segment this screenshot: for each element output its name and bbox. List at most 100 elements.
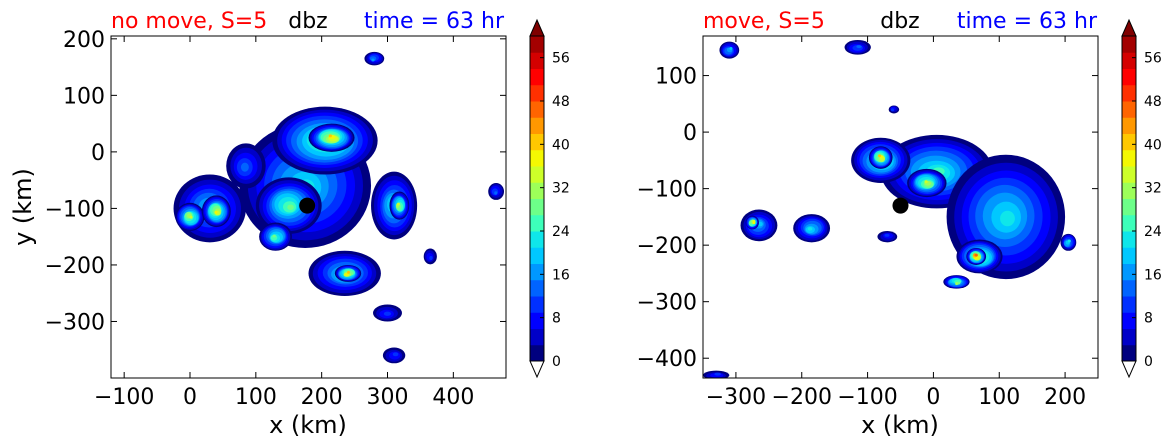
colorbar-swatch	[1122, 149, 1136, 167]
contour-band	[287, 204, 294, 211]
colorbar-swatch	[1122, 312, 1136, 329]
colorbar-swatch	[1122, 328, 1136, 346]
contour-band	[974, 253, 978, 257]
contour-band	[494, 191, 498, 195]
axes-ticks: −100 0 100 200 300 400 −300 −200 −100 0 100 200	[45, 28, 506, 410]
colorbar-swatch	[530, 231, 544, 248]
echo-cell	[389, 191, 410, 220]
contour-band	[371, 58, 375, 62]
contour-band	[807, 227, 813, 231]
echo-cell	[793, 214, 831, 243]
x-tick-label: 0	[926, 385, 940, 410]
colorbar-tick-label: 40	[1144, 137, 1162, 153]
contour-band	[1067, 239, 1071, 243]
contour-band	[189, 215, 193, 219]
plot-area	[703, 39, 1077, 378]
echo-cell	[740, 209, 778, 242]
echo-cell	[175, 202, 205, 232]
panel-move: move, S=5 dbz time = 63 hr −300 −200 −100 0…	[637, 9, 1162, 439]
colorbar-tick-label: 8	[1144, 311, 1153, 327]
colorbar-swatch	[1122, 263, 1136, 281]
colorbar-tick-label: 48	[552, 94, 570, 110]
echo-cell	[488, 182, 505, 200]
x-axis-label: x (km)	[269, 411, 347, 439]
y-tick-label: 100	[655, 65, 697, 90]
title-right: time = 63 hr	[957, 9, 1098, 34]
y-tick-label: −100	[637, 178, 697, 203]
colorbar-swatch	[530, 279, 544, 297]
contour-band	[924, 180, 928, 184]
x-tick-label: −100	[94, 385, 154, 410]
colorbar-swatch	[1122, 36, 1136, 53]
colorbar-swatch	[1122, 117, 1136, 134]
colorbar-extend-max	[1121, 18, 1137, 37]
title-left: no move, S=5	[111, 9, 267, 34]
colorbar-frame	[529, 35, 545, 362]
storm-center-marker	[299, 197, 316, 214]
colorbar-swatch	[1122, 247, 1136, 264]
echo-cell	[888, 105, 900, 114]
colorbar-swatch	[530, 312, 544, 329]
contour-band	[884, 233, 890, 237]
y-tick-label: −100	[45, 197, 105, 222]
contour-band	[891, 108, 895, 112]
colorbar-swatch	[530, 214, 544, 232]
colorbar-swatch	[1122, 344, 1136, 362]
contour-band	[429, 255, 433, 260]
contour-band	[392, 352, 399, 357]
y-tick-label: 0	[91, 141, 105, 166]
y-tick-label: 100	[63, 84, 105, 109]
y-tick-label: 200	[63, 28, 105, 53]
contour-band	[714, 372, 721, 376]
colorbar-swatch	[530, 263, 544, 281]
colorbar-tick-label: 0	[552, 354, 561, 370]
colorbar-tick-label: 24	[1144, 224, 1162, 240]
contour-band	[272, 234, 276, 238]
echo-cell	[703, 370, 730, 378]
panel-no-move: no move, S=5 dbz time = 63 hr −100 0 100 20…	[9, 9, 570, 439]
echo-cell	[943, 275, 970, 289]
echo-cell	[966, 247, 987, 265]
colorbar-tick-label: 56	[1144, 51, 1162, 67]
colorbar-tick-label: 32	[552, 181, 570, 197]
echo-cell	[844, 39, 871, 55]
contour-band	[878, 154, 882, 158]
echo-cell	[868, 146, 893, 169]
colorbar-swatch	[530, 247, 544, 264]
x-tick-label: −100	[837, 385, 897, 410]
colorbar-swatch	[530, 36, 544, 53]
echo-cell	[259, 222, 293, 251]
colorbar-tick-label: 16	[552, 267, 570, 283]
colorbar-tick-label: 32	[1144, 181, 1162, 197]
y-axis-label: y (km)	[9, 168, 37, 246]
colorbar-tick-label: 48	[1144, 94, 1162, 110]
echo-cell	[255, 177, 322, 234]
colorbar-swatch	[530, 84, 544, 102]
echo-cell	[308, 123, 355, 152]
storm-center-marker	[892, 197, 909, 214]
colorbar-swatch	[1122, 101, 1136, 118]
colorbar-swatch	[530, 328, 544, 346]
colorbar-swatch	[1122, 182, 1136, 199]
echo-cell	[1060, 233, 1077, 251]
colorbar-swatch	[530, 296, 544, 313]
colorbar-swatch	[1122, 68, 1136, 86]
colorbar-tick-label: 56	[552, 51, 570, 67]
echo-cell	[364, 51, 385, 66]
echo-cell	[226, 143, 266, 189]
contour-band	[1000, 210, 1015, 227]
colorbar-swatch	[1122, 84, 1136, 102]
colorbar: 0 8 16 24 32 40 48 56	[529, 18, 570, 379]
y-tick-label: −300	[637, 291, 697, 316]
plot-frame	[110, 35, 507, 379]
y-tick-label: −200	[637, 234, 697, 259]
colorbar-swatch	[530, 101, 544, 118]
colorbar-swatch	[1122, 198, 1136, 216]
x-axis-label: x (km)	[861, 411, 939, 439]
colorbar-swatch	[530, 52, 544, 69]
contour-band	[729, 47, 733, 51]
contour-band	[856, 45, 862, 49]
colorbar-swatch	[530, 68, 544, 86]
x-tick-label: 200	[301, 385, 343, 410]
